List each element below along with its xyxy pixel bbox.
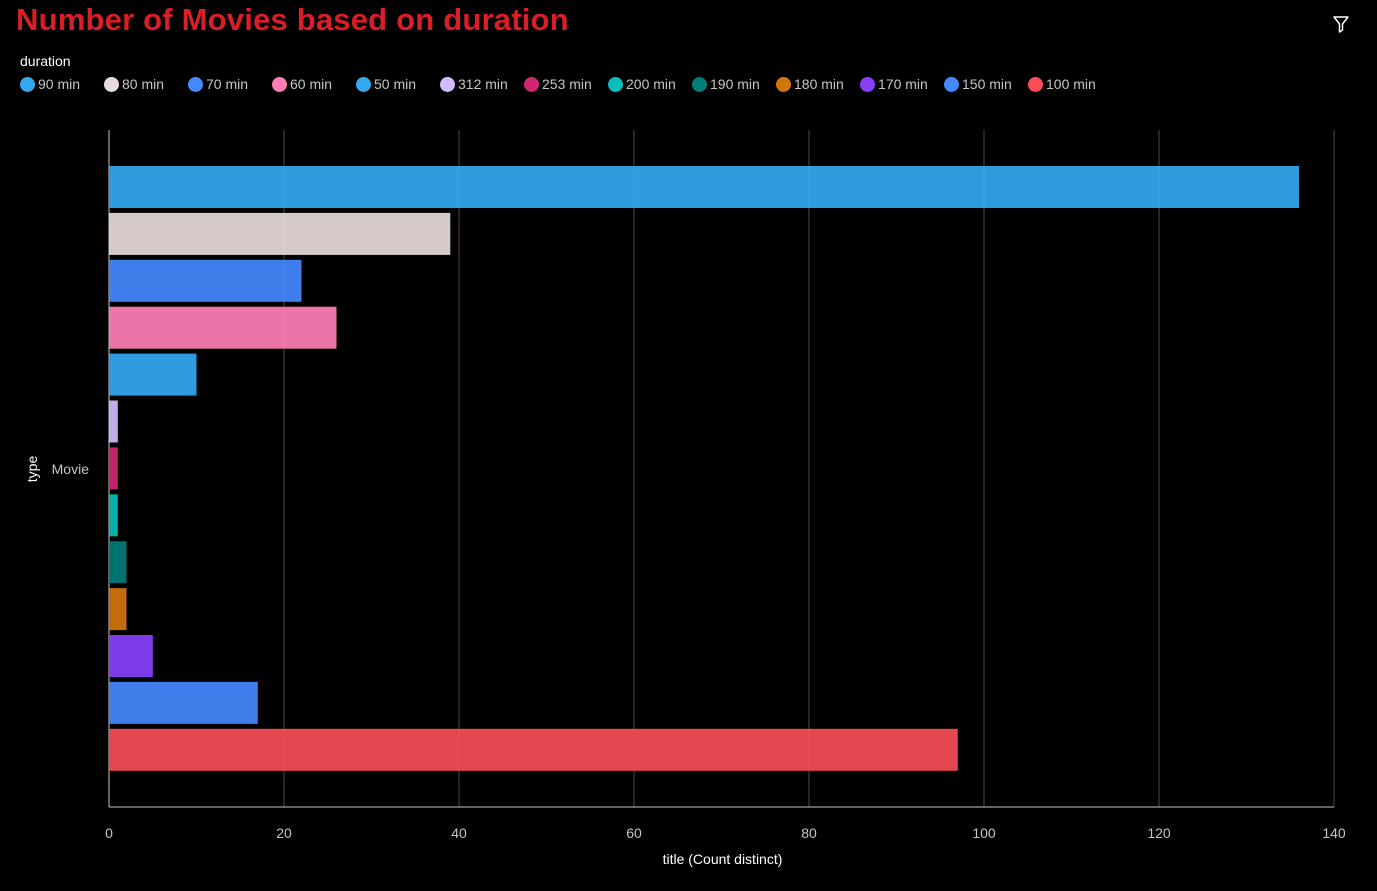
legend-item[interactable]: 170 min: [860, 74, 928, 94]
legend-label: 50 min: [374, 76, 417, 92]
bar: [109, 212, 451, 255]
bar: [109, 306, 337, 349]
bar: [109, 635, 153, 677]
bar: [109, 494, 118, 537]
x-tick-label: 20: [276, 825, 292, 841]
legend-item[interactable]: 190 min: [692, 74, 760, 94]
x-tick-label: 40: [451, 825, 467, 841]
legend-item[interactable]: 253 min: [524, 74, 592, 94]
bar: [109, 588, 127, 631]
bar: [109, 353, 197, 396]
legend-swatch: [188, 76, 203, 92]
legend-swatch: [524, 76, 539, 92]
bar: [109, 259, 302, 302]
legend-item[interactable]: 180 min: [776, 74, 844, 94]
x-tick-label: 120: [1147, 825, 1171, 841]
legend-swatch: [356, 76, 371, 92]
chart-title: Number of Movies based on duration: [16, 2, 569, 37]
legend-item[interactable]: 60 min: [272, 74, 332, 94]
legend-label: 190 min: [710, 76, 760, 92]
legend-item[interactable]: 90 min: [20, 74, 80, 94]
bar: [109, 681, 258, 724]
y-category-label: Movie: [52, 461, 90, 477]
x-tick-label: 60: [626, 825, 642, 841]
legend-swatch: [692, 76, 707, 92]
legend-item[interactable]: 312 min: [440, 74, 508, 94]
legend-label: 170 min: [878, 76, 928, 92]
legend-label: 200 min: [626, 76, 676, 92]
bar: [109, 728, 958, 771]
legend-label: 80 min: [122, 76, 165, 92]
legend-swatch: [20, 76, 35, 92]
legend-swatch: [440, 76, 455, 92]
x-tick-label: 80: [801, 825, 817, 841]
legend-title: duration: [20, 53, 71, 69]
bar: [109, 400, 118, 443]
legend-label: 150 min: [962, 76, 1012, 92]
y-axis-title: type: [24, 456, 40, 483]
legend-item[interactable]: 100 min: [1028, 74, 1096, 94]
x-tick-label: 100: [972, 825, 996, 841]
x-axis-title: title (Count distinct): [663, 851, 783, 867]
legend-swatch: [104, 76, 119, 92]
legend-swatch: [860, 76, 875, 92]
legend-label: 70 min: [206, 76, 249, 92]
legend-item[interactable]: 200 min: [608, 74, 676, 94]
legend-label: 253 min: [542, 76, 592, 92]
legend-swatch: [944, 76, 959, 92]
legend-swatch: [1028, 76, 1043, 92]
legend-swatch: [608, 76, 623, 92]
x-tick-label: 0: [105, 825, 113, 841]
bar: [109, 166, 1299, 208]
legend-item[interactable]: 70 min: [188, 74, 248, 94]
legend-item[interactable]: 80 min: [104, 74, 164, 94]
x-tick-label: 140: [1322, 825, 1346, 841]
legend-label: 180 min: [794, 76, 844, 92]
legend-label: 100 min: [1046, 76, 1096, 92]
legend-item[interactable]: 150 min: [944, 74, 1012, 94]
legend-label: 312 min: [458, 76, 508, 92]
legend-swatch: [776, 76, 791, 92]
legend-swatch: [272, 76, 287, 92]
legend-label: 90 min: [38, 76, 81, 92]
legend-item[interactable]: 50 min: [356, 74, 416, 94]
legend-label: 60 min: [290, 76, 333, 92]
bar: [109, 541, 127, 584]
filter-button[interactable]: [1330, 13, 1352, 35]
bar: [109, 447, 118, 490]
filter-icon: [1333, 16, 1349, 33]
